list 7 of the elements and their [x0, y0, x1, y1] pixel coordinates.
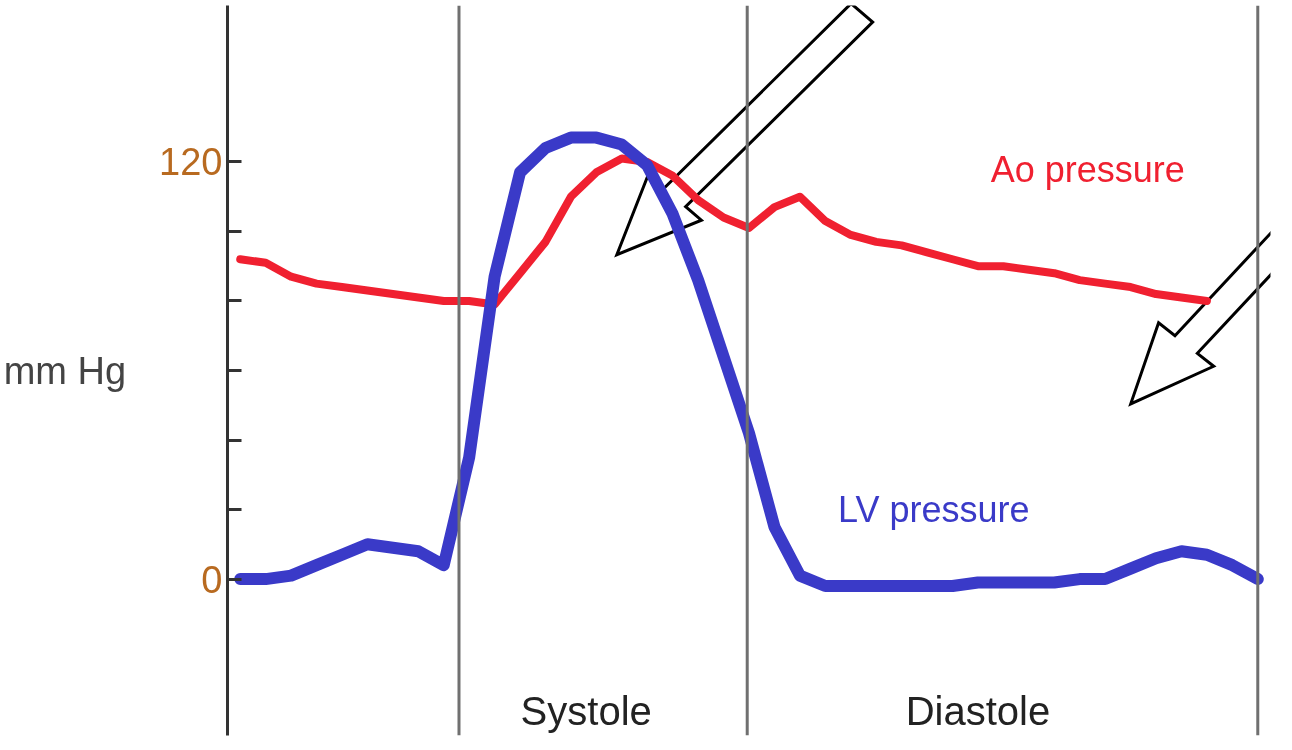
- annotation: Diastole: [905, 689, 1051, 734]
- y-axis-title: mm Hg: [3, 349, 127, 392]
- text: Ao pressure: [990, 148, 1185, 190]
- y-tick-label: 120: [159, 141, 223, 184]
- annotation: Systole: [520, 689, 652, 734]
- series-label: LV pressure: [838, 489, 1030, 531]
- y-tick-label: 0: [201, 558, 223, 601]
